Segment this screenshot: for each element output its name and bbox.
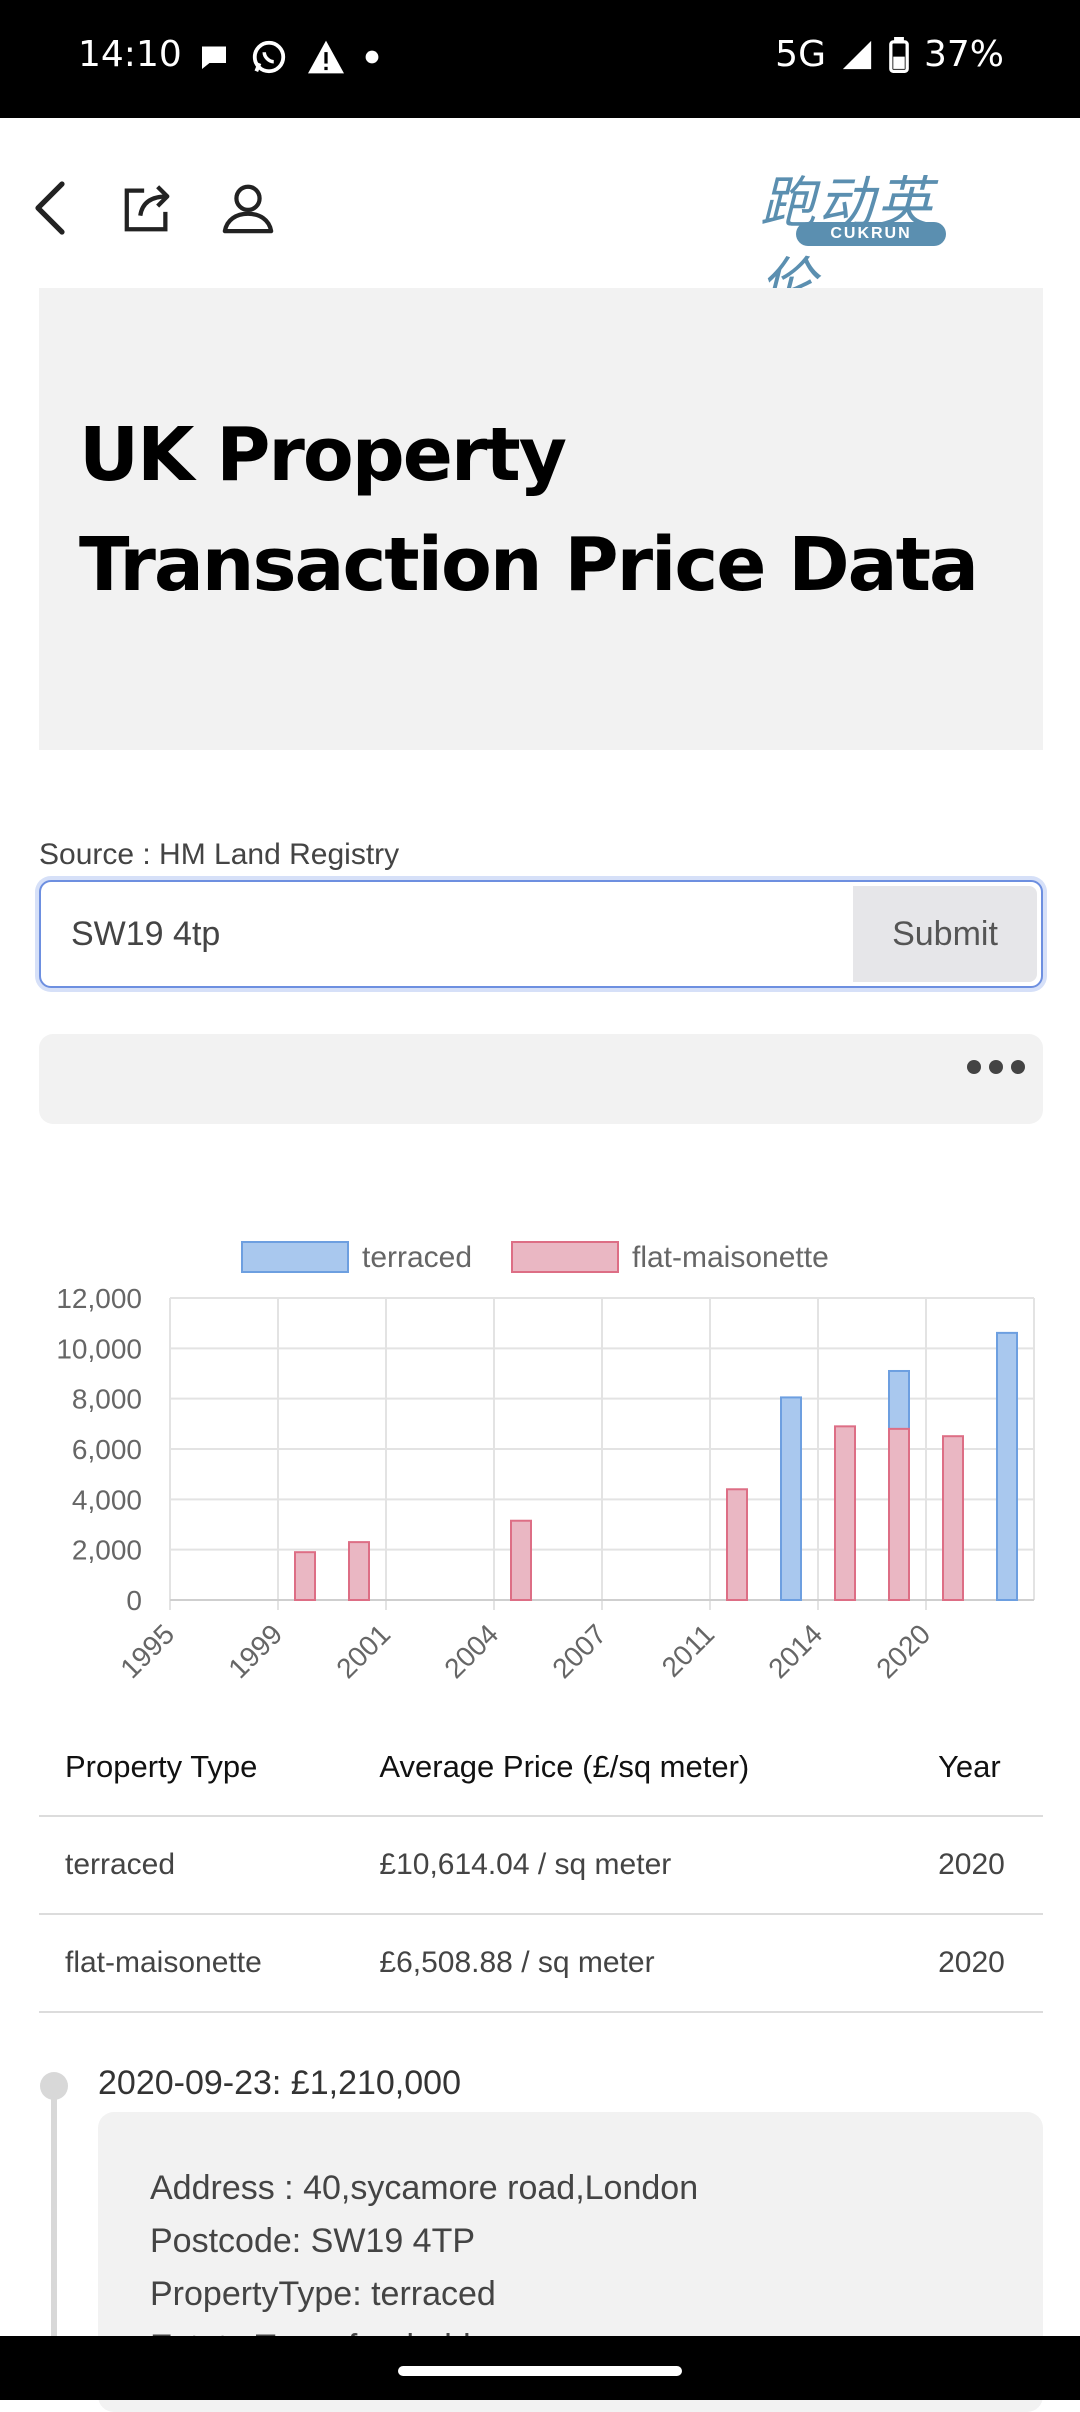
- status-right: 5G 37%: [775, 34, 1004, 75]
- table-row: flat-maisonette £6,508.88 / sq meter 202…: [39, 1914, 1043, 2013]
- y-tick-label: 8,000: [72, 1384, 142, 1415]
- battery-level: 37%: [923, 34, 1004, 75]
- cell-property-type: terraced: [39, 1816, 354, 1915]
- chart-bar-flat-maisonette: [888, 1427, 910, 1601]
- back-icon: [35, 181, 65, 235]
- more-dots-icon[interactable]: [967, 1060, 1025, 1074]
- signal-icon: [842, 40, 872, 69]
- transaction-address: Address : 40,sycamore road,London: [150, 2169, 699, 2207]
- site-logo[interactable]: 跑动英伦 CUKRUN: [760, 158, 990, 317]
- timeline-dot: [40, 2072, 68, 2100]
- table-row: terraced £10,614.04 / sq meter 2020: [39, 1816, 1043, 1915]
- transaction-property-type: PropertyType: terraced: [150, 2275, 496, 2313]
- chart-bar-terraced: [780, 1396, 802, 1601]
- header-property-type: Property Type: [39, 1718, 354, 1817]
- bar-chart: terraced flat-maisonette 0 2,000 4,000 6,000 8…: [56, 1241, 1035, 1684]
- cell-average-price: £10,614.04 / sq meter: [353, 1816, 913, 1915]
- battery-icon: [889, 36, 909, 73]
- status-bar: 14:10 5G 37%: [0, 0, 1080, 118]
- postcode-input[interactable]: [71, 906, 831, 962]
- app-bar: [0, 118, 1080, 288]
- postcode-search: Submit: [39, 880, 1043, 988]
- profile-button[interactable]: [208, 168, 288, 248]
- cell-property-type: flat-maisonette: [39, 1914, 354, 2013]
- chart-bar-flat-maisonette: [348, 1541, 370, 1602]
- legend-label: flat-maisonette: [632, 1241, 829, 1274]
- header-year: Year: [912, 1718, 1043, 1817]
- timeline-line: [51, 2080, 57, 2380]
- y-tick-label: 6,000: [72, 1434, 142, 1465]
- x-tick-label: 2020: [870, 1618, 936, 1684]
- transaction-postcode: Postcode: SW19 4TP: [150, 2222, 476, 2260]
- logo-subtext: CUKRUN: [796, 222, 946, 246]
- cell-year: 2020: [912, 1816, 1043, 1915]
- legend-swatch: [511, 1241, 619, 1273]
- navigation-bar: [0, 2336, 1080, 2400]
- submit-button[interactable]: Submit: [853, 886, 1037, 982]
- chart-bar-flat-maisonette: [510, 1519, 532, 1602]
- legend-label: terraced: [362, 1241, 472, 1274]
- y-tick-label: 12,000: [56, 1283, 142, 1314]
- x-tick-label: 1995: [114, 1618, 180, 1684]
- page-title: UK Property Transaction Price Data: [79, 412, 979, 608]
- options-bar: [39, 1034, 1043, 1124]
- share-icon: [124, 185, 170, 232]
- y-tick-label: 0: [126, 1585, 142, 1616]
- status-time: 14:10: [78, 34, 182, 75]
- cell-year: 2020: [912, 1914, 1043, 2013]
- hero-banner: UK Property Transaction Price Data: [39, 288, 1043, 750]
- chart-bar-flat-maisonette: [726, 1488, 748, 1601]
- transaction-heading: 2020-09-23: £1,210,000: [98, 2064, 461, 2102]
- notification-icons: [196, 38, 380, 76]
- dot-icon: [365, 50, 379, 64]
- chart-bar-flat-maisonette: [294, 1551, 316, 1601]
- y-tick-label: 10,000: [56, 1333, 142, 1364]
- chart-bar-flat-maisonette: [834, 1425, 856, 1601]
- share-button[interactable]: [108, 168, 188, 248]
- chart-bar-terraced: [996, 1331, 1018, 1601]
- x-tick-label: 2007: [546, 1618, 612, 1684]
- price-chart: terraced flat-maisonette 0 2,000 4,000 6,000 8…: [0, 1220, 1080, 1710]
- user-icon: [222, 184, 274, 234]
- x-tick-label: 2004: [438, 1618, 504, 1684]
- warning-icon: [308, 40, 344, 74]
- chart-bar-flat-maisonette: [942, 1435, 964, 1601]
- x-tick-label: 2001: [330, 1618, 396, 1684]
- home-handle[interactable]: [398, 2366, 682, 2376]
- header-average-price: Average Price (£/sq meter): [353, 1718, 913, 1817]
- back-button[interactable]: [10, 168, 90, 248]
- network-type: 5G: [775, 34, 826, 75]
- y-tick-label: 2,000: [72, 1535, 142, 1566]
- x-tick-label: 1999: [222, 1618, 288, 1684]
- y-tick-label: 4,000: [72, 1484, 142, 1515]
- source-label: Source : HM Land Registry: [39, 838, 400, 871]
- x-tick-label: 2014: [762, 1618, 828, 1684]
- table-header-row: Property Type Average Price (£/sq meter)…: [39, 1718, 1043, 1817]
- transaction-timeline: 2020-09-23: £1,210,000 Address : 40,syca…: [39, 2060, 1043, 2412]
- summary-table: Property Type Average Price (£/sq meter)…: [39, 1718, 1043, 2013]
- x-tick-label: 2011: [656, 1618, 721, 1683]
- whatsapp-icon: [252, 40, 286, 74]
- chat-bubble-icon: [202, 46, 226, 69]
- legend-swatch: [241, 1241, 349, 1273]
- cell-average-price: £6,508.88 / sq meter: [353, 1914, 913, 2013]
